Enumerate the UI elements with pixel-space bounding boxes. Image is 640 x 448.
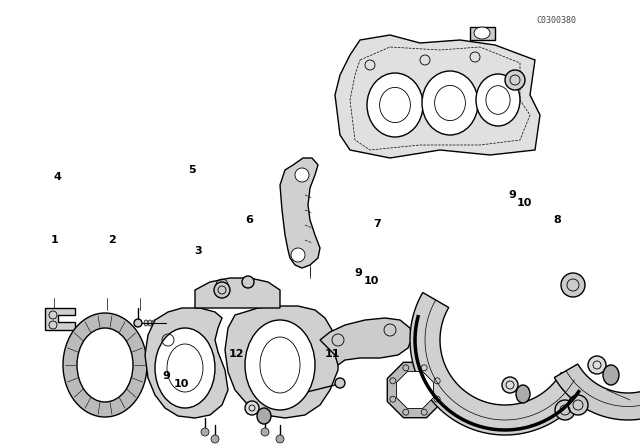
Ellipse shape xyxy=(516,385,530,403)
Text: 2: 2 xyxy=(108,235,116,245)
Ellipse shape xyxy=(155,328,215,408)
Ellipse shape xyxy=(474,27,490,39)
Polygon shape xyxy=(195,278,280,308)
Text: 12: 12 xyxy=(229,349,244,359)
Text: 11: 11 xyxy=(325,349,340,359)
Text: 6: 6 xyxy=(246,215,253,224)
Ellipse shape xyxy=(257,408,271,424)
Polygon shape xyxy=(387,362,443,418)
Ellipse shape xyxy=(291,248,305,262)
Polygon shape xyxy=(320,318,412,365)
Text: 8: 8 xyxy=(553,215,561,224)
Text: 7: 7 xyxy=(374,219,381,229)
Text: 10: 10 xyxy=(517,198,532,208)
Ellipse shape xyxy=(568,395,588,415)
Ellipse shape xyxy=(160,320,164,326)
Polygon shape xyxy=(554,293,640,420)
Polygon shape xyxy=(145,308,228,418)
Ellipse shape xyxy=(295,168,309,182)
Text: 9: 9 xyxy=(355,268,362,278)
Text: 3: 3 xyxy=(195,246,202,256)
Text: 1: 1 xyxy=(51,235,58,245)
Ellipse shape xyxy=(156,320,160,326)
Text: 10: 10 xyxy=(173,379,189,389)
Ellipse shape xyxy=(603,365,619,385)
Polygon shape xyxy=(45,308,75,330)
Ellipse shape xyxy=(245,401,259,415)
Ellipse shape xyxy=(422,71,478,135)
Ellipse shape xyxy=(245,320,315,410)
Ellipse shape xyxy=(214,282,230,298)
Text: 4: 4 xyxy=(54,172,61,182)
Text: 9: 9 xyxy=(163,371,170,381)
Ellipse shape xyxy=(201,428,209,436)
Ellipse shape xyxy=(211,435,219,443)
Polygon shape xyxy=(280,158,320,268)
Ellipse shape xyxy=(502,377,518,393)
Ellipse shape xyxy=(63,313,147,417)
Text: 9: 9 xyxy=(508,190,516,200)
Ellipse shape xyxy=(367,73,423,137)
Text: C0300380: C0300380 xyxy=(537,16,577,25)
Ellipse shape xyxy=(134,319,142,327)
Ellipse shape xyxy=(561,273,585,297)
Ellipse shape xyxy=(144,320,148,326)
Text: 10: 10 xyxy=(364,276,379,286)
Polygon shape xyxy=(410,293,588,435)
Ellipse shape xyxy=(261,428,269,436)
Polygon shape xyxy=(397,371,433,409)
Ellipse shape xyxy=(476,74,520,126)
Ellipse shape xyxy=(77,328,133,402)
Ellipse shape xyxy=(242,276,254,288)
Ellipse shape xyxy=(276,435,284,443)
Text: 5: 5 xyxy=(188,165,196,175)
Ellipse shape xyxy=(588,356,606,374)
Ellipse shape xyxy=(335,378,345,388)
Polygon shape xyxy=(470,27,495,40)
Polygon shape xyxy=(335,35,540,158)
Polygon shape xyxy=(225,306,338,418)
Ellipse shape xyxy=(505,70,525,90)
Ellipse shape xyxy=(152,320,156,326)
Ellipse shape xyxy=(148,320,152,326)
Ellipse shape xyxy=(555,400,575,420)
